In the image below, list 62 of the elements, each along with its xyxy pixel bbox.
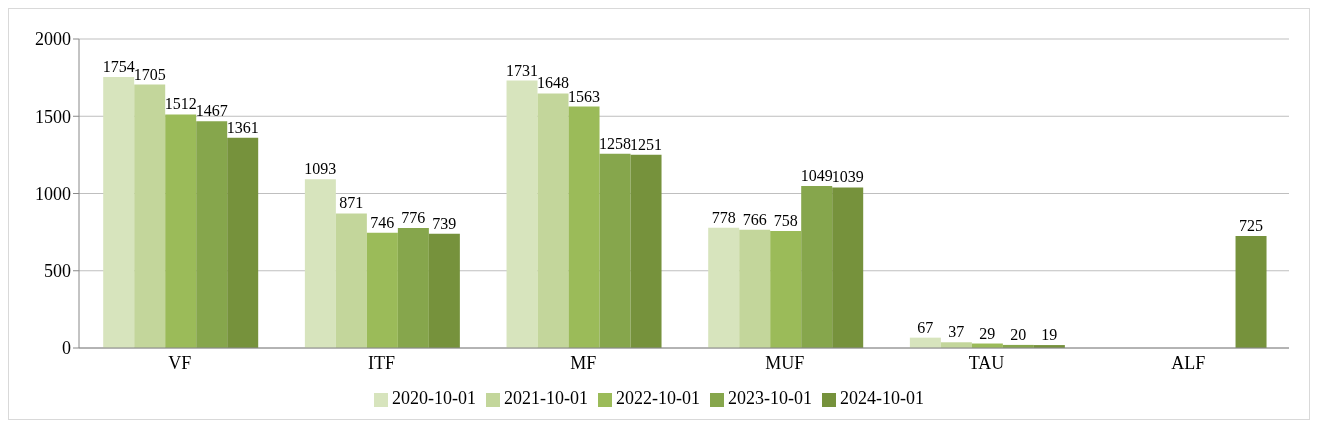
y-tick-label: 1000 bbox=[35, 183, 71, 204]
bar bbox=[708, 227, 740, 348]
bar bbox=[599, 153, 631, 348]
data-label: 1512 bbox=[164, 95, 197, 113]
legend-label: 2020-10-01 bbox=[392, 388, 476, 408]
data-label: 1731 bbox=[506, 61, 539, 79]
bar bbox=[196, 121, 228, 348]
data-label: 1039 bbox=[831, 168, 864, 186]
bar bbox=[537, 93, 569, 348]
y-tick-label: 2000 bbox=[35, 29, 71, 50]
data-label: 19 bbox=[1041, 326, 1058, 344]
legend-label: 2023-10-01 bbox=[728, 388, 812, 408]
bar bbox=[630, 154, 662, 348]
data-label: 776 bbox=[401, 209, 426, 227]
data-label: 766 bbox=[742, 210, 767, 228]
bar bbox=[397, 228, 429, 348]
data-label: 20 bbox=[1010, 325, 1027, 343]
data-label: 1049 bbox=[800, 166, 833, 184]
data-label: 37 bbox=[948, 323, 965, 341]
data-label: 1093 bbox=[304, 160, 337, 178]
bar bbox=[801, 185, 833, 348]
data-label: 1258 bbox=[599, 134, 632, 152]
legend-label: 2022-10-01 bbox=[616, 388, 700, 408]
data-label: 758 bbox=[773, 211, 798, 229]
x-tick-label: MF bbox=[570, 352, 597, 373]
data-label: 1361 bbox=[226, 118, 259, 136]
y-tick-label: 500 bbox=[44, 261, 71, 282]
x-tick-label: TAU bbox=[968, 352, 1005, 373]
data-label: 746 bbox=[370, 213, 395, 231]
data-label: 29 bbox=[979, 324, 996, 342]
bar bbox=[165, 114, 197, 348]
bar bbox=[304, 179, 336, 348]
data-label: 739 bbox=[432, 214, 457, 232]
x-tick-label: ALF bbox=[1171, 352, 1206, 373]
bar bbox=[568, 106, 600, 348]
data-label: 1467 bbox=[195, 102, 228, 120]
data-label: 1648 bbox=[537, 74, 570, 92]
legend-label: 2021-10-01 bbox=[504, 388, 588, 408]
data-label: 1251 bbox=[630, 135, 663, 153]
data-label: 725 bbox=[1239, 216, 1264, 234]
bar bbox=[506, 80, 538, 348]
legend-label: 2024-10-01 bbox=[840, 388, 924, 408]
data-label: 1754 bbox=[102, 58, 135, 76]
y-tick-label: 1500 bbox=[35, 106, 71, 127]
bar bbox=[134, 84, 166, 348]
data-label: 778 bbox=[711, 208, 736, 226]
bar bbox=[227, 137, 259, 348]
bar bbox=[103, 77, 135, 348]
bar bbox=[770, 230, 802, 348]
x-tick-label: VF bbox=[168, 352, 192, 373]
x-tick-label: ITF bbox=[368, 352, 395, 373]
data-label: 1563 bbox=[568, 87, 601, 105]
x-tick-label: MUF bbox=[765, 352, 805, 373]
data-label: 871 bbox=[339, 194, 364, 212]
bar bbox=[335, 213, 367, 348]
y-tick-label: 0 bbox=[62, 338, 71, 359]
bar bbox=[428, 233, 460, 348]
bar bbox=[739, 229, 771, 348]
bar bbox=[366, 232, 398, 348]
data-label: 67 bbox=[917, 318, 934, 336]
bar bbox=[1235, 235, 1267, 348]
bar bbox=[832, 187, 864, 348]
